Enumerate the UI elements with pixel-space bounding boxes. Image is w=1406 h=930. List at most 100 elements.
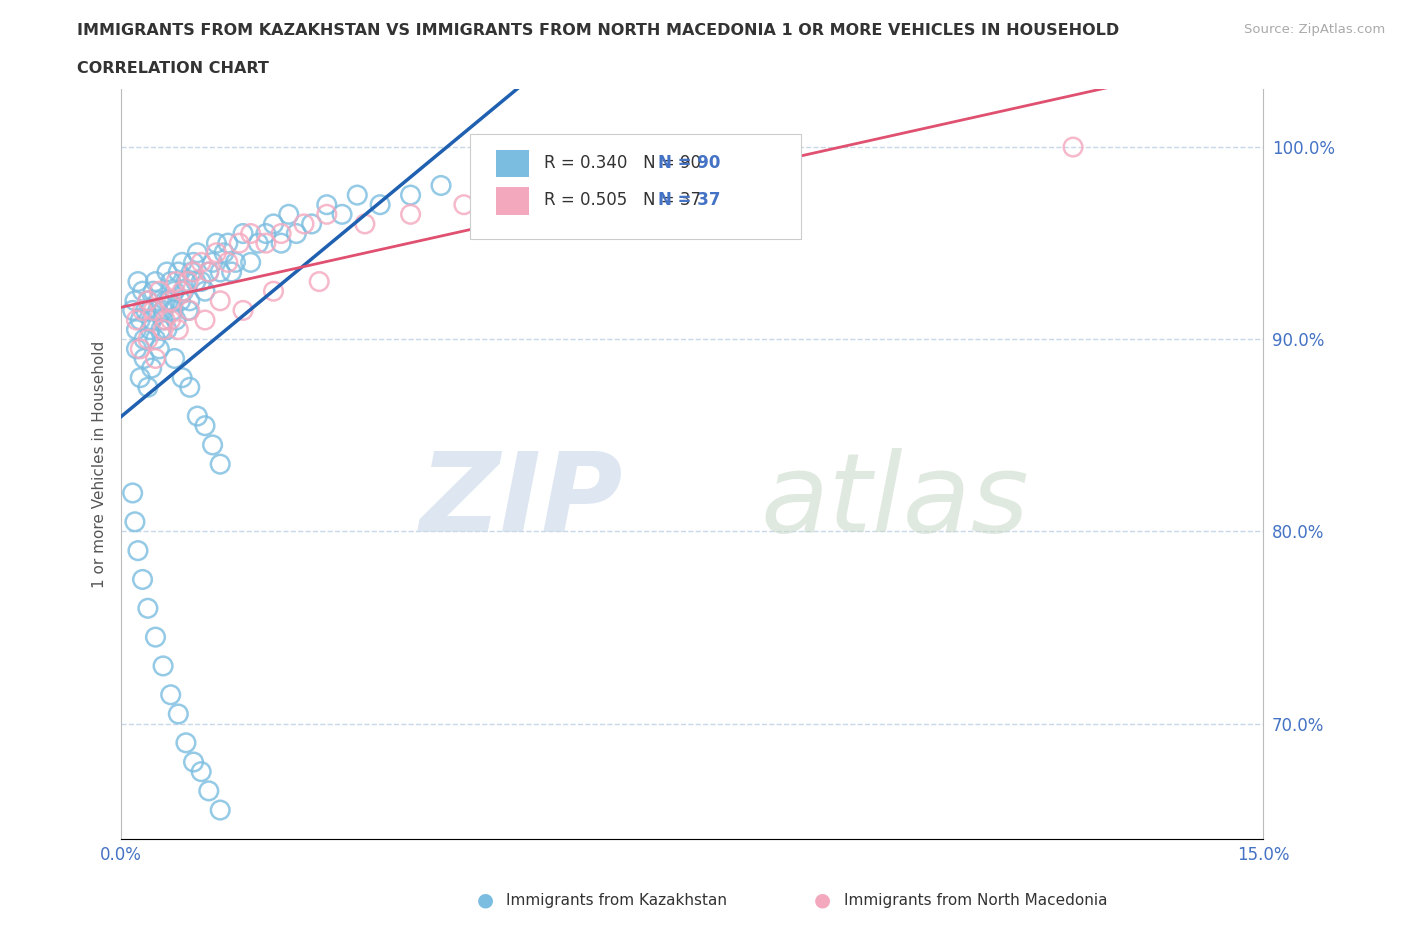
Point — [169, 293, 191, 308]
Point — [254, 235, 277, 250]
Point — [173, 284, 195, 299]
Point — [149, 322, 172, 337]
Point — [131, 284, 153, 299]
Point — [263, 217, 285, 232]
Point — [205, 246, 228, 260]
Point — [174, 274, 197, 289]
Text: Immigrants from North Macedonia: Immigrants from North Macedonia — [844, 893, 1107, 908]
Point — [152, 322, 174, 337]
Point — [155, 312, 177, 327]
Point — [148, 341, 170, 356]
Point — [125, 312, 148, 327]
Point — [148, 293, 170, 308]
Point — [148, 284, 170, 299]
Point — [177, 303, 200, 318]
Point — [368, 197, 391, 212]
Point — [163, 351, 186, 365]
Point — [179, 379, 201, 394]
Point — [263, 284, 285, 299]
Point — [159, 293, 181, 308]
Text: Source: ZipAtlas.com: Source: ZipAtlas.com — [1244, 23, 1385, 36]
Point — [194, 312, 217, 327]
Point — [135, 303, 157, 318]
Point — [399, 188, 422, 203]
Point — [453, 197, 475, 212]
Point — [129, 341, 152, 356]
Text: N = 90: N = 90 — [658, 153, 720, 172]
Point — [183, 255, 205, 270]
Point — [228, 235, 250, 250]
Point — [201, 255, 224, 270]
Point — [209, 457, 232, 472]
Point — [239, 226, 262, 241]
Point — [172, 370, 194, 385]
Point — [194, 418, 217, 433]
FancyBboxPatch shape — [470, 134, 801, 239]
FancyBboxPatch shape — [496, 187, 529, 215]
Point — [190, 274, 212, 289]
Point — [167, 264, 190, 279]
Point — [127, 274, 149, 289]
Point — [330, 206, 353, 221]
Point — [1062, 140, 1084, 154]
Point — [172, 255, 194, 270]
Point — [177, 274, 200, 289]
Text: ●: ● — [814, 891, 831, 910]
Point — [156, 264, 179, 279]
Point — [179, 303, 201, 318]
Point — [142, 303, 165, 318]
Point — [159, 274, 181, 289]
Point — [183, 754, 205, 769]
Point — [136, 293, 159, 308]
Point — [121, 485, 143, 500]
Point — [247, 235, 270, 250]
Point — [292, 217, 315, 232]
Point — [131, 303, 153, 318]
Point — [172, 284, 194, 299]
Point — [165, 312, 187, 327]
Point — [186, 246, 208, 260]
Point — [145, 630, 167, 644]
Point — [132, 332, 155, 347]
Text: Immigrants from Kazakhstan: Immigrants from Kazakhstan — [506, 893, 727, 908]
Point — [239, 255, 262, 270]
Point — [136, 601, 159, 616]
Point — [159, 312, 181, 327]
Point — [232, 303, 254, 318]
Point — [131, 572, 153, 587]
Point — [174, 736, 197, 751]
Point — [145, 351, 167, 365]
Point — [354, 217, 377, 232]
Point — [163, 284, 186, 299]
Point — [156, 322, 179, 337]
Point — [159, 687, 181, 702]
Text: IMMIGRANTS FROM KAZAKHSTAN VS IMMIGRANTS FROM NORTH MACEDONIA 1 OR MORE VEHICLES: IMMIGRANTS FROM KAZAKHSTAN VS IMMIGRANTS… — [77, 23, 1119, 38]
Point — [209, 803, 232, 817]
Point — [315, 206, 337, 221]
Point — [152, 658, 174, 673]
Point — [165, 274, 187, 289]
Point — [209, 264, 232, 279]
Point — [232, 226, 254, 241]
Point — [152, 303, 174, 318]
Point — [197, 783, 219, 798]
Point — [157, 293, 180, 308]
Point — [221, 264, 243, 279]
Text: ZIP: ZIP — [420, 448, 624, 555]
Point — [145, 332, 167, 347]
Point — [197, 264, 219, 279]
Y-axis label: 1 or more Vehicles in Household: 1 or more Vehicles in Household — [93, 340, 107, 588]
Point — [180, 264, 202, 279]
Point — [124, 514, 146, 529]
Point — [205, 235, 228, 250]
Point — [124, 293, 146, 308]
Text: ●: ● — [477, 891, 494, 910]
Point — [121, 303, 143, 318]
Point — [179, 293, 201, 308]
Point — [277, 206, 299, 221]
Point — [201, 437, 224, 452]
Point — [209, 293, 232, 308]
Point — [212, 246, 235, 260]
Point — [136, 332, 159, 347]
Point — [190, 764, 212, 779]
